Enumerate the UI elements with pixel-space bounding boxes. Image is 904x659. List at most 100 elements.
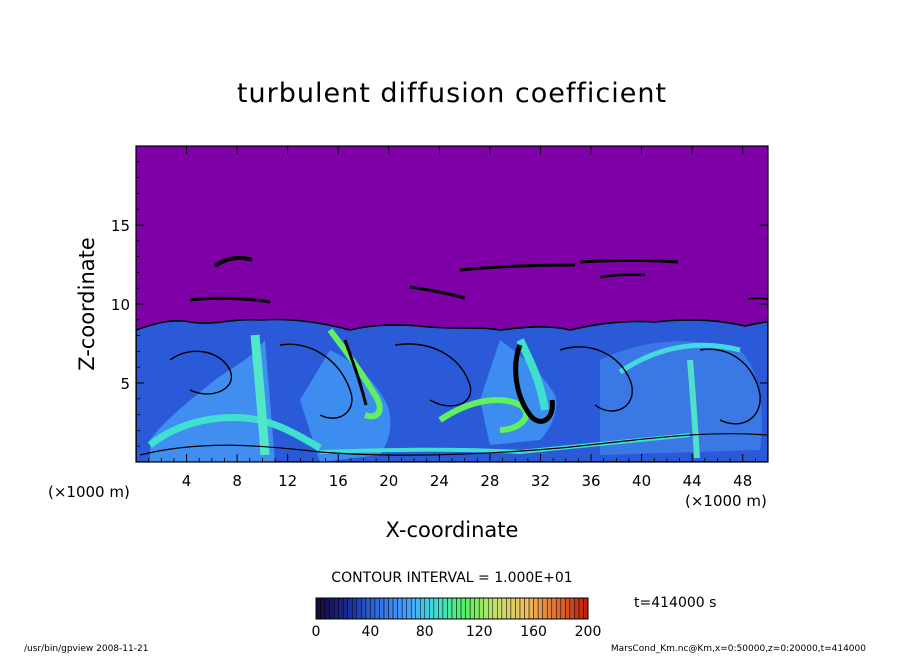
colorbar-cell: [456, 597, 462, 620]
x-tick-label: 24: [430, 472, 449, 490]
colorbar-cell: [560, 597, 566, 620]
colorbar-cell: [465, 597, 471, 620]
contour-line: [394, 343, 472, 407]
x-axis-label: X-coordinate: [386, 518, 519, 542]
colorbar-cell: [460, 597, 466, 620]
layer-region: [300, 350, 391, 462]
filament: [327, 328, 383, 420]
colorbar: [315, 597, 589, 620]
layer-region: [150, 340, 275, 462]
x-tick-label: 44: [683, 472, 702, 490]
colorbar-cell: [488, 597, 494, 620]
colorbar-cell: [424, 597, 430, 620]
x-unit-right: (×1000 m): [685, 492, 767, 510]
contour-line: [343, 339, 368, 406]
x-tick-label: 4: [182, 472, 192, 490]
colorbar-tick-label: 80: [416, 624, 434, 640]
colorbar-cell: [556, 597, 562, 620]
x-tick-label: 20: [379, 472, 398, 490]
colorbar-cell: [537, 597, 543, 620]
upper-streak: [579, 259, 679, 264]
x-axis: 4 8 12 16 20 24 28 32 36 40 44 48: [148, 146, 769, 490]
colorbar-cell: [329, 597, 335, 620]
colorbar-cell: [483, 597, 489, 620]
colorbar-tick-label: 200: [575, 624, 602, 640]
colorbar-cell: [442, 597, 448, 620]
colorbar-cell: [519, 597, 525, 620]
colorbar-tick-label: 160: [520, 624, 547, 640]
x-tick-label: 16: [329, 472, 348, 490]
contour-line: [699, 348, 761, 425]
colorbar-tick-label: 40: [361, 624, 379, 640]
colorbar-cell: [388, 597, 394, 620]
colorbar-cell: [574, 597, 580, 620]
x-unit-left: (×1000 m): [48, 483, 130, 501]
colorbar-tick-label: 120: [466, 624, 493, 640]
colorbar-cell: [542, 597, 548, 620]
upper-streak: [599, 273, 646, 279]
footer-left: /usr/bin/gpview 2008-11-21: [24, 644, 148, 654]
layer-region: [600, 341, 762, 455]
colorbar-cell: [569, 597, 575, 620]
contour-line: [513, 344, 555, 424]
time-label: t=414000 s: [634, 595, 716, 611]
colorbar-cell: [469, 597, 475, 620]
colorbar-cell: [551, 597, 557, 620]
colorbar-cell: [315, 597, 321, 620]
colorbar-cell: [506, 597, 512, 620]
colorbar-cell: [433, 597, 439, 620]
colorbar-cell: [333, 597, 339, 620]
contour-line: [169, 350, 233, 395]
upper-streak: [189, 296, 271, 304]
colorbar-cell: [324, 597, 330, 620]
colorbar-cell: [374, 597, 380, 620]
x-tick-label: 40: [632, 472, 651, 490]
colorbar-cell: [501, 597, 507, 620]
filament: [250, 334, 270, 456]
colorbar-cell: [515, 597, 521, 620]
x-tick-label: 8: [232, 472, 242, 490]
x-tick-label: 12: [278, 472, 297, 490]
upper-streak: [747, 297, 768, 300]
x-tick-label: 36: [581, 472, 600, 490]
colorbar-cell: [451, 597, 457, 620]
colorbar-cell: [383, 597, 389, 620]
colorbar-cell: [429, 597, 435, 620]
colorbar-cell: [533, 597, 539, 620]
colorbar-cell: [347, 597, 353, 620]
colorbar-cell: [401, 597, 407, 620]
colorbar-frame: [315, 597, 589, 620]
x-tick-label: 28: [480, 472, 499, 490]
filament: [687, 359, 700, 459]
contour-line: [279, 343, 353, 419]
y-axis-label: Z-coordinate: [75, 237, 99, 371]
colorbar-cell: [420, 597, 426, 620]
filament: [147, 414, 322, 452]
y-axis: 5 10 15: [111, 161, 768, 447]
upper-streak: [213, 256, 253, 268]
contour-line: [139, 433, 768, 456]
colorbar-cell: [410, 597, 416, 620]
colorbar-cell: [438, 597, 444, 620]
colorbar-cell: [397, 597, 403, 620]
colorbar-cell: [510, 597, 516, 620]
upper-streak: [459, 263, 576, 272]
plot-area: [136, 146, 768, 462]
filament: [438, 397, 529, 433]
colorbar-cell: [565, 597, 571, 620]
colorbar-cell: [474, 597, 480, 620]
colorbar-cell: [478, 597, 484, 620]
colorbar-cell: [447, 597, 453, 620]
chart-title: turbulent diffusion coefficient: [237, 78, 667, 109]
upper-streak: [409, 285, 466, 300]
filament: [618, 342, 741, 375]
colorbar-cell: [361, 597, 367, 620]
colorbar-cell: [497, 597, 503, 620]
colorbar-cell: [370, 597, 376, 620]
colorbar-cell: [546, 597, 552, 620]
contour-line: [559, 346, 633, 412]
colorbar-cell: [356, 597, 362, 620]
colorbar-cell: [365, 597, 371, 620]
